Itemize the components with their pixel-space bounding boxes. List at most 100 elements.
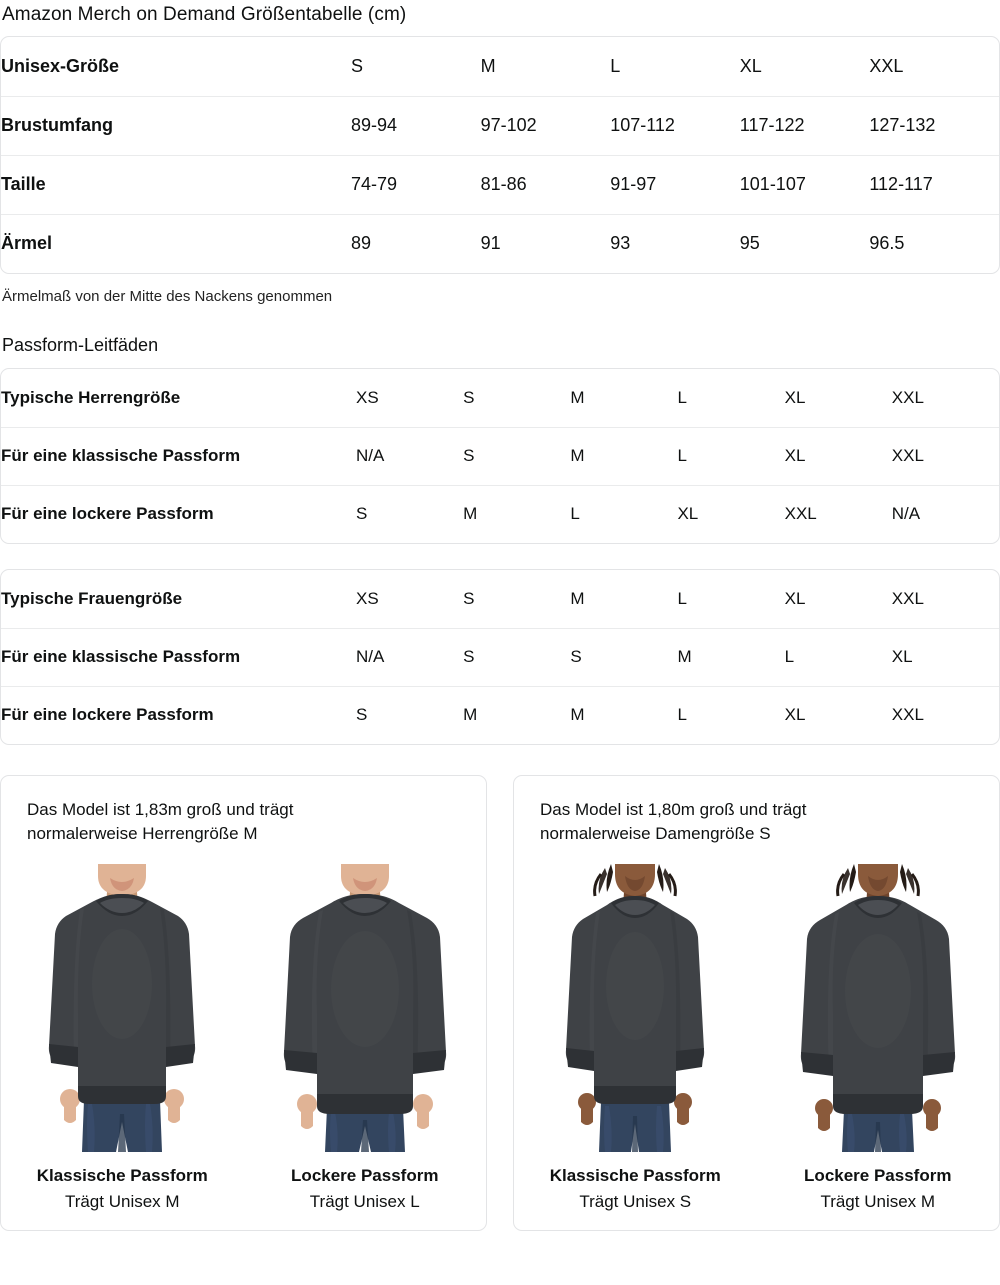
female-model-classic-figure — [535, 864, 736, 1153]
cell-value: 91-97 — [610, 154, 740, 214]
cell-value: 74-79 — [351, 154, 481, 214]
cell-value: M — [570, 588, 585, 608]
cell-value: N/A — [356, 426, 464, 485]
model-cards-row: Das Model ist 1,83m groß und trägt norma… — [0, 775, 1000, 1232]
female-classic-fit-illustration — [535, 864, 736, 1153]
cell-value: S — [463, 426, 571, 485]
section-spacer — [0, 745, 1000, 775]
caption-title: Lockere Passform — [291, 1166, 439, 1186]
cell-value: 101-107 — [739, 154, 870, 214]
size-chart-page: Amazon Merch on Demand Größentabelle (cm… — [0, 4, 1000, 1232]
cell-value: S — [463, 627, 571, 686]
cell-value: XXL — [891, 387, 924, 407]
table-row: Brustumfang 89-94 97-102 107-112 117-122… — [1, 95, 999, 155]
cell-value: XL — [784, 387, 806, 407]
cell-value: S — [463, 588, 475, 608]
cell-value: M — [480, 55, 496, 76]
male-model-loose-figure — [264, 864, 465, 1153]
cell-value: 95 — [739, 213, 870, 273]
cell-value: M — [463, 484, 571, 543]
cell-value: XXL — [784, 484, 892, 543]
cell-value: S — [570, 627, 678, 686]
cell-value: N/A — [356, 627, 464, 686]
cell-value: XL — [784, 685, 892, 744]
row-label: Ärmel — [1, 213, 351, 273]
cell-value: 96.5 — [869, 213, 999, 273]
cell-value: M — [463, 685, 571, 744]
cell-value: M — [570, 685, 678, 744]
cell-value: XL — [784, 426, 892, 485]
cell-value: 89-94 — [351, 95, 481, 155]
cell-value: S — [356, 685, 464, 744]
sleeve-measurement-note: Ärmelmaß von der Mitte des Nackens genom… — [2, 288, 333, 305]
cell-value: XXL — [891, 685, 999, 744]
table-row: Unisex-Größe S M L XL XXL — [1, 37, 999, 96]
cell-value: 107-112 — [610, 95, 740, 155]
table-row: Typische Frauengröße XS S M L XL XXL — [1, 570, 999, 628]
table-row: Für eine klassische Passform N/A S M L X… — [1, 426, 999, 485]
male-model-photos — [1, 862, 487, 1153]
cell-value: M — [570, 387, 585, 407]
page-title: Amazon Merch on Demand Größentabelle (cm… — [2, 4, 407, 25]
caption-title: Lockere Passform — [804, 1166, 952, 1186]
row-label: Für eine klassische Passform — [1, 627, 356, 686]
cell-value: N/A — [891, 484, 999, 543]
caption-title: Klassische Passform — [36, 1166, 208, 1186]
cell-value: XL — [784, 588, 806, 608]
male-model-classic-figure — [22, 864, 223, 1153]
cell-value: L — [784, 627, 892, 686]
cell-value: 93 — [610, 213, 740, 273]
row-label: Für eine lockere Passform — [1, 685, 356, 744]
male-model-card: Das Model ist 1,83m groß und trägt norma… — [0, 775, 487, 1232]
row-label: Unisex-Größe — [1, 55, 120, 76]
table-row: Für eine lockere Passform S M M L XL XXL — [1, 685, 999, 744]
female-photo-captions: Klassische Passform Trägt Unisex S Locke… — [514, 1166, 999, 1212]
row-label: Taille — [1, 154, 351, 214]
male-loose-fit-illustration — [264, 864, 465, 1153]
male-loose-fit-photo — [244, 862, 487, 1153]
cell-value: L — [610, 55, 621, 76]
female-model-loose-figure — [777, 864, 978, 1153]
cell-value: XXL — [869, 55, 904, 76]
female-model-photos — [514, 862, 999, 1153]
mens-fit-table-card: Typische Herrengröße XS S M L XL XXL Für… — [0, 368, 1000, 544]
caption-subtitle: Trägt Unisex M — [64, 1192, 180, 1212]
female-loose-fit-illustration — [777, 864, 978, 1153]
cell-value: L — [677, 426, 785, 485]
model-description: Das Model ist 1,83m groß und trägt norma… — [27, 800, 294, 844]
measurement-table-card: Unisex-Größe S M L XL XXL Brustumfang 89… — [0, 36, 1000, 274]
row-label: Für eine lockere Passform — [1, 484, 356, 543]
caption-loose-fit: Lockere Passform Trägt Unisex L — [244, 1166, 487, 1212]
caption-subtitle: Trägt Unisex L — [309, 1192, 420, 1212]
caption-subtitle: Trägt Unisex M — [820, 1192, 936, 1212]
womens-fit-table-card: Typische Frauengröße XS S M L XL XXL Für… — [0, 569, 1000, 745]
cell-value: XL — [891, 627, 999, 686]
row-label: Typische Frauengröße — [1, 588, 183, 608]
cell-value: 117-122 — [739, 95, 870, 155]
caption-classic-fit: Klassische Passform Trägt Unisex M — [1, 1166, 244, 1212]
cell-value: S — [463, 387, 475, 407]
cell-value: XL — [677, 484, 785, 543]
row-label: Für eine klassische Passform — [1, 426, 356, 485]
womens-fit-table: Typische Frauengröße XS S M L XL XXL Für… — [1, 570, 999, 744]
fit-guides-title: Passform-Leitfäden — [2, 335, 159, 355]
male-photo-captions: Klassische Passform Trägt Unisex M Locke… — [1, 1166, 486, 1212]
male-classic-fit-photo — [1, 862, 244, 1153]
caption-title: Klassische Passform — [549, 1166, 721, 1186]
cell-value: XXL — [891, 588, 924, 608]
mens-fit-table: Typische Herrengröße XS S M L XL XXL Für… — [1, 369, 999, 543]
table-row: Für eine klassische Passform N/A S S M L… — [1, 627, 999, 686]
cell-value: XS — [356, 387, 379, 407]
row-label: Typische Herrengröße — [1, 387, 181, 407]
cell-value: XL — [739, 55, 762, 76]
model-description: Das Model ist 1,80m groß und trägt norma… — [540, 800, 807, 844]
table-row: Ärmel 89 91 93 95 96.5 — [1, 213, 999, 273]
cell-value: 91 — [480, 213, 611, 273]
cell-value: 89 — [351, 213, 481, 273]
measurement-table: Unisex-Größe S M L XL XXL Brustumfang 89… — [1, 37, 999, 273]
cell-value: S — [356, 484, 464, 543]
cell-value: 112-117 — [869, 154, 999, 214]
caption-loose-fit: Lockere Passform Trägt Unisex M — [757, 1166, 1000, 1212]
female-model-card: Das Model ist 1,80m groß und trägt norma… — [513, 775, 1000, 1232]
cell-value: M — [677, 627, 785, 686]
